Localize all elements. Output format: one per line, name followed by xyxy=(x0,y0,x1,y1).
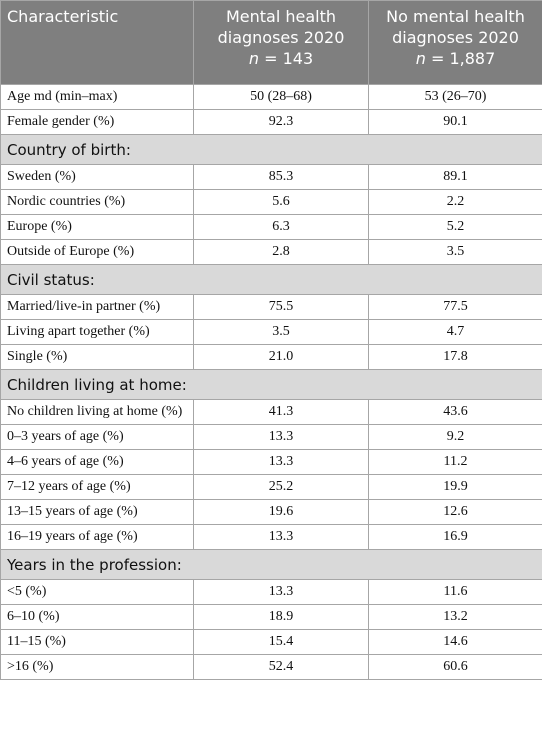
value-cell: 13.3 xyxy=(193,449,369,475)
row-label: Living apart together (%) xyxy=(0,319,194,345)
value-cell: 75.5 xyxy=(193,294,369,320)
data-row: Europe (%) 6.3 5.2 xyxy=(0,214,542,240)
value-cell: 25.2 xyxy=(193,474,369,500)
row-label: 7–12 years of age (%) xyxy=(0,474,194,500)
value-cell: 5.2 xyxy=(368,214,542,240)
value-cell: 50 (28–68) xyxy=(193,84,369,110)
n-value: = 1,887 xyxy=(430,49,496,68)
value-cell: 12.6 xyxy=(368,499,542,525)
data-row: Female gender (%) 92.3 90.1 xyxy=(0,109,542,135)
section-title: Children living at home: xyxy=(0,369,542,400)
data-row: Sweden (%) 85.3 89.1 xyxy=(0,164,542,190)
section-title: Years in the profession: xyxy=(0,549,542,580)
value-cell: 17.8 xyxy=(368,344,542,370)
value-cell: 19.9 xyxy=(368,474,542,500)
row-label: Nordic countries (%) xyxy=(0,189,194,215)
data-row: 6–10 (%) 18.9 13.2 xyxy=(0,604,542,630)
value-cell: 3.5 xyxy=(193,319,369,345)
value-cell: 2.8 xyxy=(193,239,369,265)
row-label: <5 (%) xyxy=(0,579,194,605)
value-cell: 43.6 xyxy=(368,399,542,425)
row-label: Age md (min–max) xyxy=(0,84,194,110)
header-cell: Mental health diagnoses 2020 n = 143 xyxy=(193,0,369,85)
value-cell: 11.2 xyxy=(368,449,542,475)
header-row: Characteristic Mental health diagnoses 2… xyxy=(0,0,542,85)
value-cell: 14.6 xyxy=(368,629,542,655)
data-row: Nordic countries (%) 5.6 2.2 xyxy=(0,189,542,215)
n-symbol: n xyxy=(248,49,259,68)
data-row: 7–12 years of age (%) 25.2 19.9 xyxy=(0,474,542,500)
row-label: 11–15 (%) xyxy=(0,629,194,655)
section-title: Country of birth: xyxy=(0,134,542,165)
data-row: Living apart together (%) 3.5 4.7 xyxy=(0,319,542,345)
row-label: Female gender (%) xyxy=(0,109,194,135)
data-row: 11–15 (%) 15.4 14.6 xyxy=(0,629,542,655)
data-row: Single (%) 21.0 17.8 xyxy=(0,344,542,370)
row-label: 13–15 years of age (%) xyxy=(0,499,194,525)
row-label: 0–3 years of age (%) xyxy=(0,424,194,450)
value-cell: 53 (26–70) xyxy=(368,84,542,110)
value-cell: 13.3 xyxy=(193,424,369,450)
data-row: No children living at home (%) 41.3 43.6 xyxy=(0,399,542,425)
row-label: 4–6 years of age (%) xyxy=(0,449,194,475)
value-cell: 2.2 xyxy=(368,189,542,215)
row-label: No children living at home (%) xyxy=(0,399,194,425)
row-label: >16 (%) xyxy=(0,654,194,680)
data-row: 16–19 years of age (%) 13.3 16.9 xyxy=(0,524,542,550)
header-text: Mental health diagnoses 2020 xyxy=(217,7,345,47)
value-cell: 16.9 xyxy=(368,524,542,550)
value-cell: 13.2 xyxy=(368,604,542,630)
value-cell: 21.0 xyxy=(193,344,369,370)
value-cell: 41.3 xyxy=(193,399,369,425)
data-row: 4–6 years of age (%) 13.3 11.2 xyxy=(0,449,542,475)
row-label: 16–19 years of age (%) xyxy=(0,524,194,550)
section-row: Children living at home: xyxy=(0,369,542,400)
header-text: No mental health diagnoses 2020 xyxy=(386,7,525,47)
section-row: Country of birth: xyxy=(0,134,542,165)
section-title: Civil status: xyxy=(0,264,542,295)
table-body: Age md (min–max) 50 (28–68) 53 (26–70) Fema… xyxy=(0,84,542,680)
value-cell: 85.3 xyxy=(193,164,369,190)
value-cell: 19.6 xyxy=(193,499,369,525)
section-row: Years in the profession: xyxy=(0,549,542,580)
value-cell: 3.5 xyxy=(368,239,542,265)
value-cell: 5.6 xyxy=(193,189,369,215)
value-cell: 90.1 xyxy=(368,109,542,135)
value-cell: 18.9 xyxy=(193,604,369,630)
value-cell: 13.3 xyxy=(193,524,369,550)
value-cell: 92.3 xyxy=(193,109,369,135)
n-symbol: n xyxy=(415,49,426,68)
data-row: 13–15 years of age (%) 19.6 12.6 xyxy=(0,499,542,525)
data-row: >16 (%) 52.4 60.6 xyxy=(0,654,542,680)
row-label: Outside of Europe (%) xyxy=(0,239,194,265)
value-cell: 60.6 xyxy=(368,654,542,680)
row-label: Sweden (%) xyxy=(0,164,194,190)
row-label: Europe (%) xyxy=(0,214,194,240)
data-row: Outside of Europe (%) 2.8 3.5 xyxy=(0,239,542,265)
value-cell: 15.4 xyxy=(193,629,369,655)
value-cell: 52.4 xyxy=(193,654,369,680)
data-row: <5 (%) 13.3 11.6 xyxy=(0,579,542,605)
value-cell: 9.2 xyxy=(368,424,542,450)
value-cell: 6.3 xyxy=(193,214,369,240)
row-label: 6–10 (%) xyxy=(0,604,194,630)
data-row: Married/live-in partner (%) 75.5 77.5 xyxy=(0,294,542,320)
data-row: 0–3 years of age (%) 13.3 9.2 xyxy=(0,424,542,450)
value-cell: 89.1 xyxy=(368,164,542,190)
header-cell: Characteristic xyxy=(0,0,194,85)
row-label: Married/live-in partner (%) xyxy=(0,294,194,320)
value-cell: 4.7 xyxy=(368,319,542,345)
section-row: Civil status: xyxy=(0,264,542,295)
value-cell: 11.6 xyxy=(368,579,542,605)
data-row: Age md (min–max) 50 (28–68) 53 (26–70) xyxy=(0,84,542,110)
header-cell: No mental health diagnoses 2020 n = 1,887 xyxy=(368,0,542,85)
table: Characteristic Mental health diagnoses 2… xyxy=(0,0,542,680)
row-label: Single (%) xyxy=(0,344,194,370)
value-cell: 77.5 xyxy=(368,294,542,320)
value-cell: 13.3 xyxy=(193,579,369,605)
n-value: = 143 xyxy=(264,49,314,68)
